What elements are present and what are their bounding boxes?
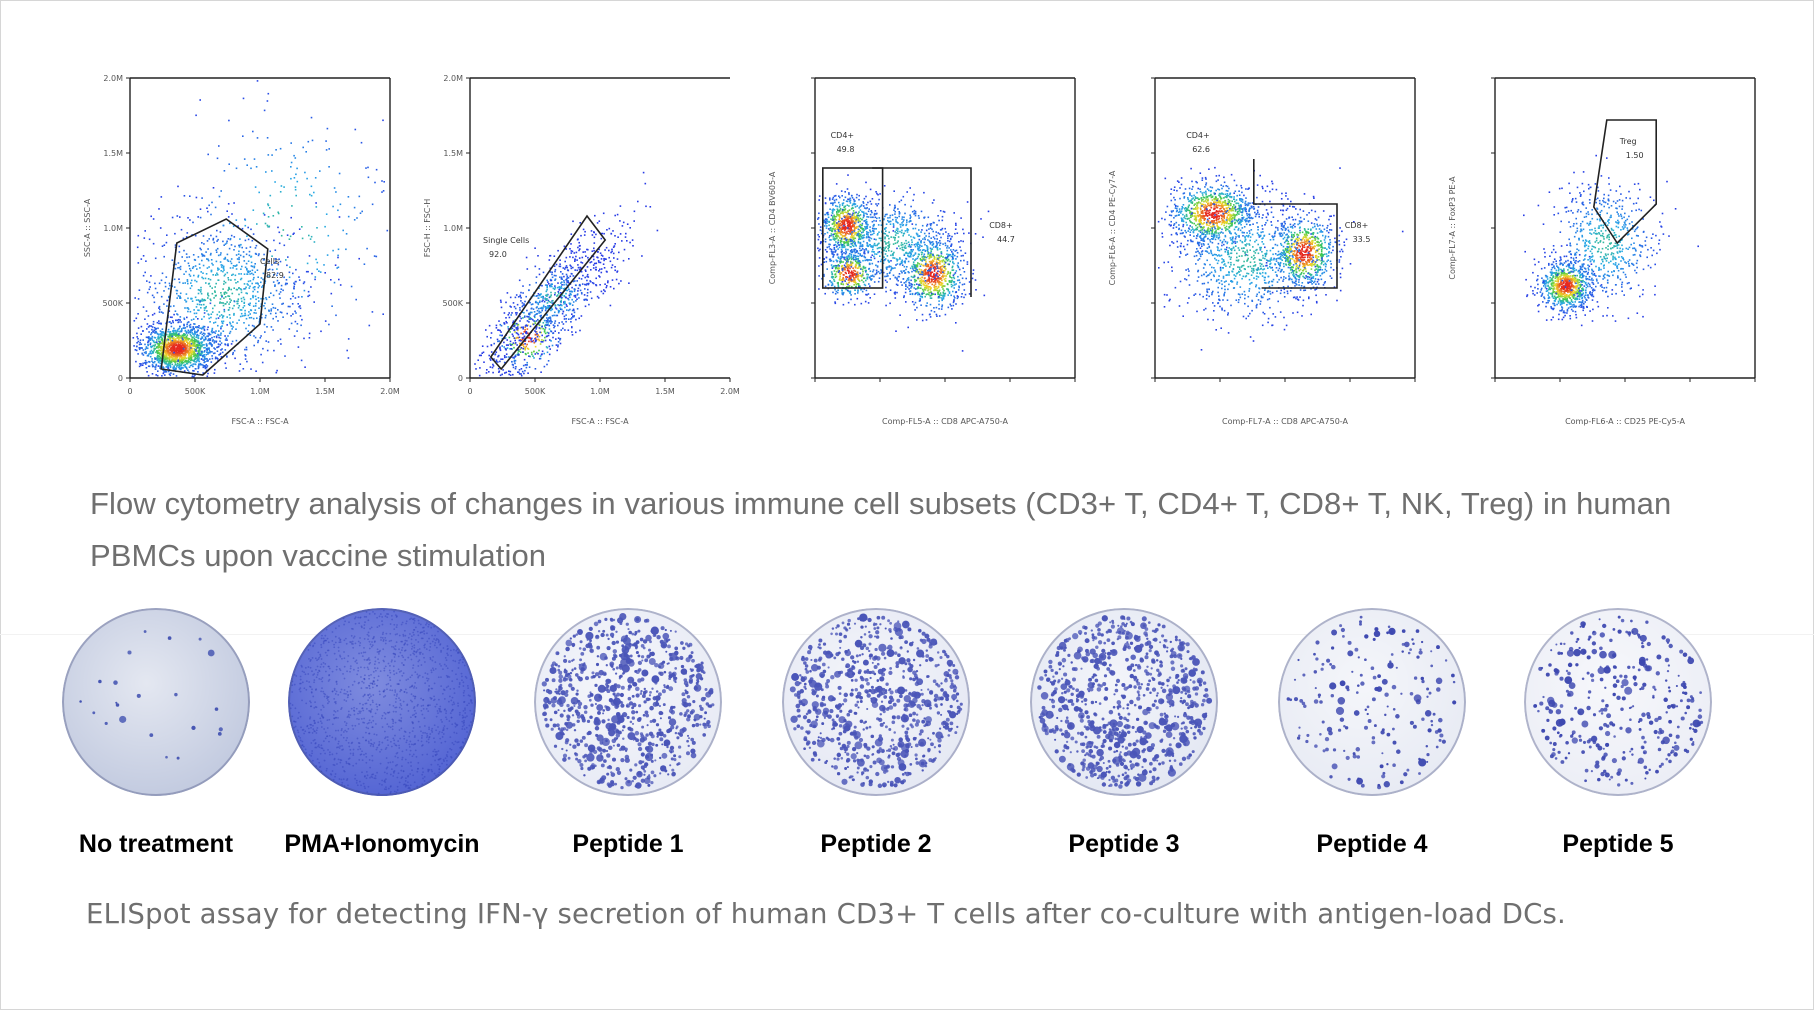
plot-axes: Comp-FL6-A :: CD25 PE-Cy5-A Comp-FL7-A ::… — [1448, 77, 1756, 426]
scatter-points — [132, 80, 389, 378]
flow-plot: 00 500K 500K 1.0M 1.0M 1.5M 1.5M 2.0M 2.0M FSC-A … — [423, 74, 740, 426]
flow-plot: Comp-FL5-A :: CD8 APC-A750-A Comp-FL3-A :… — [768, 77, 1076, 426]
flow-panel-2: 0 0 500K 500K 1.0M 1.0M 1.5M 1.5M 2.0M 2.0M FSC-A … — [410, 70, 750, 455]
x-axis-label: Comp-FL6-A :: CD25 PE-Cy5-A — [1565, 417, 1685, 426]
x-axis-label: FSC-A :: FSC-A — [231, 417, 289, 426]
gate — [1592, 119, 1657, 245]
scatter-points — [817, 174, 990, 352]
gate — [160, 218, 269, 376]
well-label: Peptide 4 — [1316, 830, 1428, 858]
y-axis-label: SSC-A :: SSC-A — [83, 198, 92, 257]
x-tick-label: 500K — [185, 387, 206, 396]
x-tick-label: 0 — [127, 387, 132, 396]
gate-name: Cells — [260, 257, 279, 266]
gate — [822, 167, 972, 297]
gate2-value: 33.5 — [1353, 235, 1371, 244]
scatter-points — [1157, 166, 1404, 351]
elispot-well-7 — [1524, 608, 1712, 796]
plot-axes: 00 500K 500K 1.0M 1.0M 1.5M 1.5M 2.0M 2.0M FSC-A … — [423, 74, 740, 426]
gate2-name: CD8+ — [989, 221, 1013, 230]
flow-panel-3: Comp-FL5-A :: CD8 APC-A750-A Comp-FL3-A :… — [755, 70, 1095, 455]
flow-plot: 00 500K 500K 1.0M 1.0M 1.5M 1.5M 2.0M 2.0M FSC-A … — [83, 74, 400, 426]
flow-panel-5: Comp-FL6-A :: CD25 PE-Cy5-A Comp-FL7-A ::… — [1435, 70, 1775, 455]
elispot-well-2 — [288, 608, 476, 796]
y-tick-label: 0 — [458, 374, 463, 383]
spots — [541, 612, 715, 790]
gate-name: Treg — [1619, 137, 1637, 146]
gate-value: 92.0 — [489, 250, 507, 259]
flow-plot: Comp-FL7-A :: CD8 APC-A750-A Comp-FL6-A :… — [1108, 77, 1416, 426]
y-axis-label: Comp-FL7-A :: FoxP3 PE-A — [1448, 176, 1457, 280]
x-tick-label: 0 — [467, 387, 472, 396]
gate-name: CD4+ — [831, 131, 855, 140]
spots — [79, 630, 223, 760]
scatter-points — [474, 171, 659, 377]
flow-plot: Comp-FL6-A :: CD25 PE-Cy5-A Comp-FL7-A ::… — [1448, 77, 1756, 426]
spots — [789, 613, 963, 789]
elispot-well-3 — [534, 608, 722, 796]
spots — [1286, 615, 1457, 790]
x-axis-label: Comp-FL5-A :: CD8 APC-A750-A — [882, 417, 1008, 426]
well-label: Peptide 1 — [572, 830, 684, 858]
y-tick-label: 2.0M — [443, 74, 463, 83]
gate — [489, 214, 607, 371]
flow-panel-1: 0 0 500K 500K 1.0M 1.0M 1.5M 1.5M 2.0M 2.0M FSC-A … — [70, 70, 410, 455]
x-axis-label: FSC-A :: FSC-A — [571, 417, 629, 426]
spots — [1533, 615, 1704, 787]
gate2-name: CD8+ — [1345, 221, 1369, 230]
elispot-well-6 — [1278, 608, 1466, 796]
flow-caption: Flow cytometry analysis of changes in va… — [90, 486, 1672, 573]
spots — [1037, 615, 1213, 789]
flow-panel-4: Comp-FL7-A :: CD8 APC-A750-A Comp-FL6-A :… — [1095, 70, 1435, 455]
elispot-well-1 — [62, 608, 250, 796]
elispot-well-5 — [1030, 608, 1218, 796]
y-tick-label: 500K — [442, 299, 463, 308]
y-axis-label: Comp-FL3-A :: CD4 BV605-A — [768, 171, 777, 284]
y-axis-label: FSC-H :: FSC-H — [423, 199, 432, 258]
gate-value: 62.6 — [1192, 145, 1210, 154]
y-tick-label: 1.0M — [443, 224, 463, 233]
gate2-value: 44.7 — [997, 235, 1015, 244]
spots — [289, 609, 474, 795]
x-tick-label: 1.0M — [250, 387, 270, 396]
x-tick-label: 2.0M — [380, 387, 400, 396]
elispot-caption: ELISpot assay for detecting IFN-γ secret… — [86, 898, 1567, 930]
x-tick-label: 1.0M — [590, 387, 610, 396]
scatter-points — [1523, 154, 1699, 327]
well-label: Peptide 2 — [820, 830, 932, 858]
y-axis-label: Comp-FL6-A :: CD4 PE-Cy7-A — [1108, 170, 1117, 285]
well-label: Peptide 3 — [1068, 830, 1180, 858]
well-label: Peptide 5 — [1562, 830, 1674, 858]
plot-axes: 00 500K 500K 1.0M 1.0M 1.5M 1.5M 2.0M 2.0M FSC-A … — [83, 74, 400, 426]
y-tick-label: 500K — [102, 299, 123, 308]
y-tick-label: 2.0M — [103, 74, 123, 83]
y-tick-label: 1.5M — [103, 149, 123, 158]
y-tick-label: 0 — [118, 374, 123, 383]
x-tick-label: 1.5M — [655, 387, 675, 396]
y-tick-label: 1.5M — [443, 149, 463, 158]
gate-value: 49.8 — [837, 145, 855, 154]
x-tick-label: 1.5M — [315, 387, 335, 396]
plot-axes: Comp-FL7-A :: CD8 APC-A750-A Comp-FL6-A :… — [1108, 77, 1416, 426]
well-label: PMA+Ionomycin — [284, 830, 480, 858]
plot-axes: Comp-FL5-A :: CD8 APC-A750-A Comp-FL3-A :… — [768, 77, 1076, 426]
x-axis-label: Comp-FL7-A :: CD8 APC-A750-A — [1222, 417, 1348, 426]
gate-name: Single Cells — [483, 236, 529, 245]
elispot-well-4 — [782, 608, 970, 796]
y-tick-label: 1.0M — [103, 224, 123, 233]
gate-name: CD4+ — [1186, 131, 1210, 140]
gate-value: 82.9 — [266, 271, 284, 280]
gate-value: 1.50 — [1626, 151, 1644, 160]
x-tick-label: 500K — [525, 387, 546, 396]
gate — [1253, 159, 1338, 289]
well-label: No treatment — [78, 830, 234, 858]
x-tick-label: 2.0M — [720, 387, 740, 396]
